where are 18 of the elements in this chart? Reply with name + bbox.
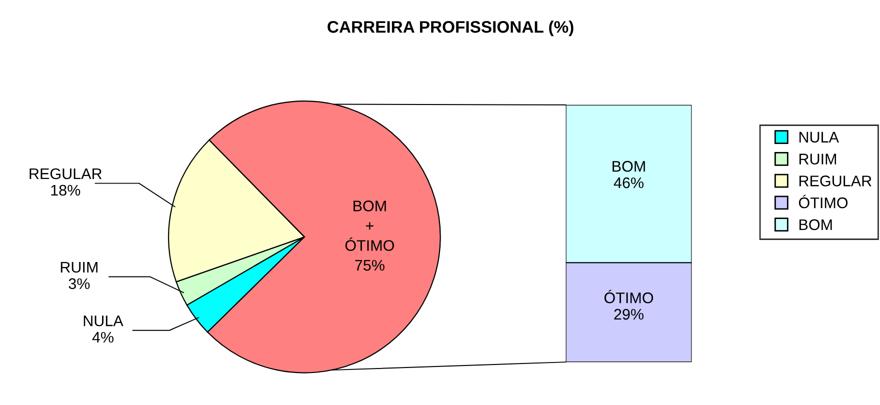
data-label: 46%	[614, 177, 644, 188]
legend-label: NULA	[799, 132, 839, 143]
legend-label: BOM	[799, 219, 832, 230]
chart-title: CARREIRA PROFISSIONAL (%)	[328, 20, 574, 36]
legend-label: ÓTIMO	[798, 194, 848, 208]
text: ÓTIMO	[604, 290, 654, 304]
data-label: 18%	[51, 184, 80, 196]
slice-label: NULA	[84, 316, 124, 326]
text: BOM	[612, 160, 645, 172]
data-label: 29%	[614, 308, 644, 320]
data-label: 75%	[355, 260, 384, 271]
text: BOM + ÓTIMO	[345, 200, 394, 251]
legend-label: REGULAR	[799, 176, 872, 186]
data-label: 3%	[68, 278, 90, 290]
slice-label: RUIM	[60, 262, 98, 273]
slice-label: REGULAR	[30, 168, 102, 180]
legend-label: RUIM	[799, 154, 836, 164]
data-label: 4%	[92, 332, 114, 343]
